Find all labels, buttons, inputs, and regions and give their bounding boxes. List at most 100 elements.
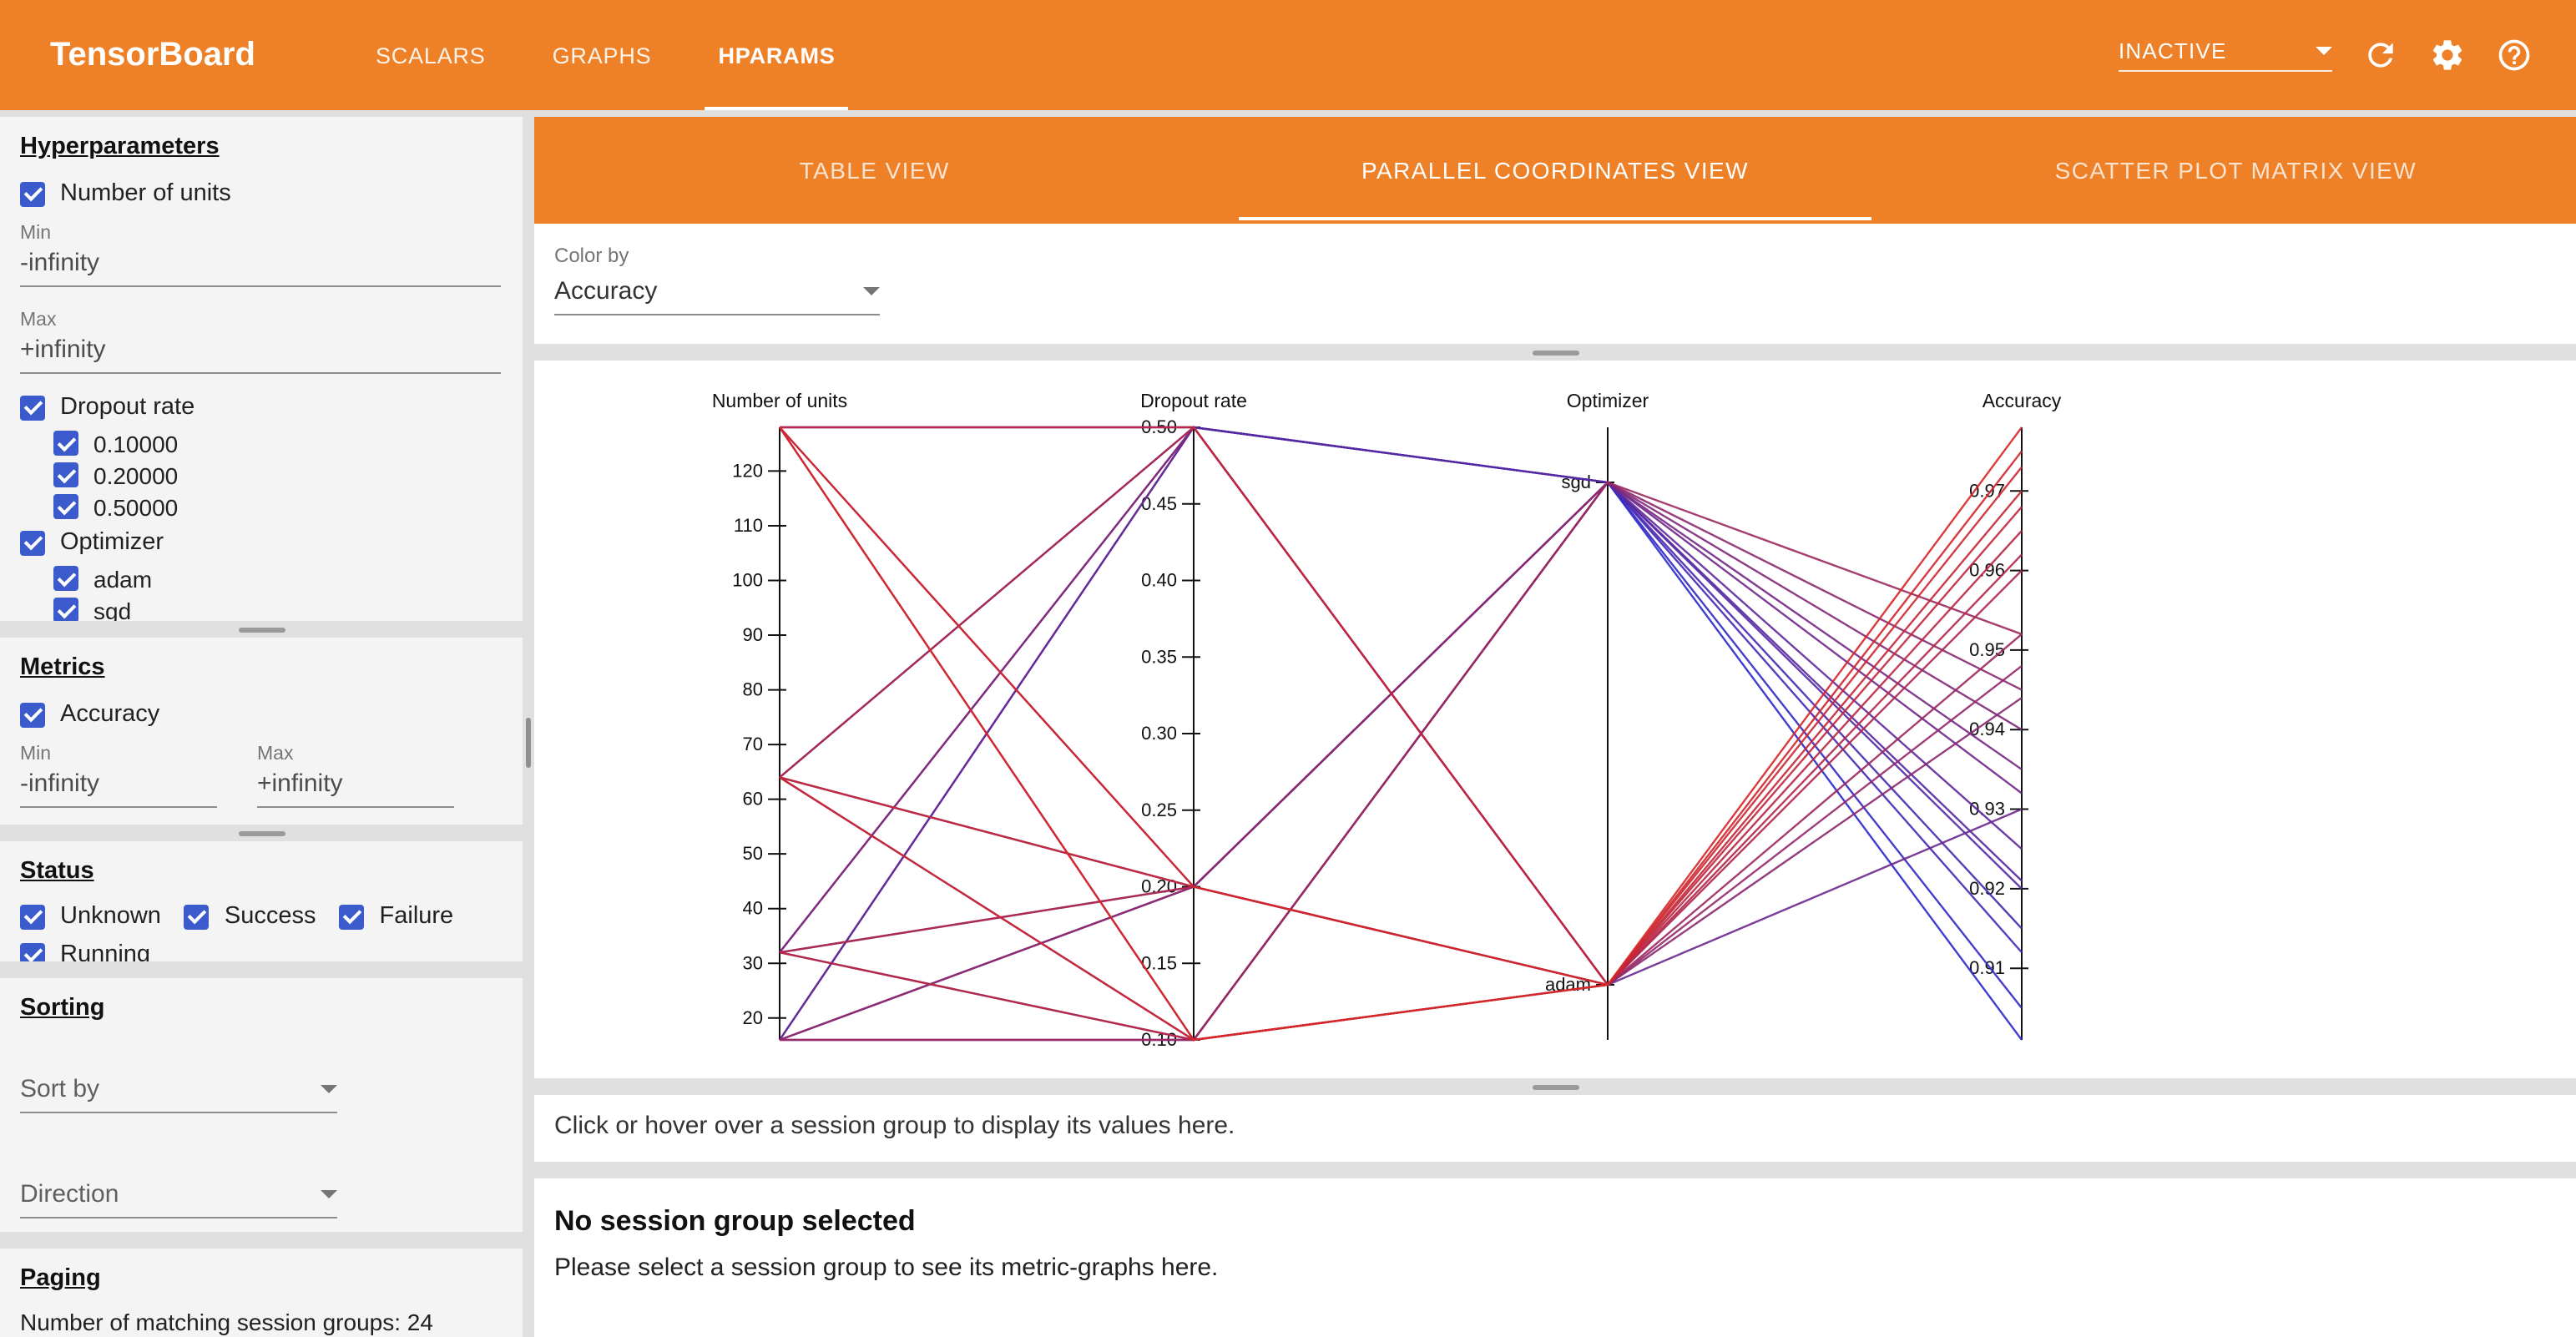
session-line[interactable] [779,466,2023,1042]
optimizer-option-row: adam [53,563,503,594]
accuracy-checkbox[interactable] [20,702,45,727]
units-max-label: Max [20,310,57,330]
settings-button[interactable] [2429,37,2466,73]
units-min-input[interactable]: -infinity [20,244,501,287]
tab-scalars[interactable]: SCALARS [375,43,486,68]
panel-divider [534,1162,2576,1178]
status-dropdown[interactable]: INACTIVE [2119,38,2332,72]
metric-max-input[interactable]: +infinity [257,764,454,808]
status-success-label: Success [224,903,316,930]
optimizer-adam-label: adam [93,565,153,592]
no-session-subtitle: Please select a session group to see its… [554,1254,1219,1282]
chevron-down-icon [321,1085,337,1093]
sidebar-divider [0,961,523,978]
status-failure-checkbox[interactable] [339,904,365,929]
dropout-option-row: 0.10000 [53,427,503,459]
units-max-input[interactable]: +infinity [20,330,501,374]
session-line[interactable] [779,530,2023,1042]
status-options: Unknown Success Failure Running [20,898,503,961]
sort-by-select[interactable]: Sort by [20,1075,337,1113]
drag-handle[interactable] [1532,1084,1578,1089]
optimizer-label: Optimizer [60,529,164,556]
refresh-button[interactable] [2362,37,2399,73]
direction-select[interactable]: Direction [20,1180,337,1218]
svg-text:120: 120 [732,460,763,481]
tab-hparams[interactable]: HPARAMS [705,0,849,110]
status-unknown-checkbox[interactable] [20,904,45,929]
session-values-panel: Click or hover over a session group to d… [534,1095,2576,1162]
refresh-icon [2368,43,2393,68]
app-header: TensorBoard SCALARS GRAPHS HPARAMS INACT… [0,0,2576,110]
vertical-drag-handle[interactable] [526,718,531,768]
metric-min-field: Min -infinity [20,734,217,808]
svg-text:100: 100 [732,570,763,591]
optimizer-adam-checkbox[interactable] [53,566,78,591]
svg-text:Optimizer: Optimizer [1567,390,1649,411]
svg-text:0.91: 0.91 [1969,957,2005,978]
optimizer-sgd-checkbox[interactable] [53,598,78,621]
svg-text:0.93: 0.93 [1969,799,2005,820]
sort-by-value: Sort by [20,1075,100,1103]
tab-graphs[interactable]: GRAPHS [552,43,652,68]
color-by-select[interactable]: Accuracy [554,277,880,315]
svg-text:Dropout rate: Dropout rate [1140,390,1247,411]
optimizer-option-row: sgd [53,594,503,621]
svg-text:sgd: sgd [1562,472,1591,492]
hparams-main: TABLE VIEW PARALLEL COORDINATES VIEW SCA… [534,117,2576,1337]
direction-value: Direction [20,1180,119,1208]
drag-handle[interactable] [238,830,285,835]
metric-max-label: Max [257,744,294,764]
hyperparameters-section: Hyperparameters Number of units Min -inf… [0,117,523,621]
svg-text:Accuracy: Accuracy [1983,390,2062,411]
session-line[interactable] [780,633,2023,1042]
status-unknown-label: Unknown [60,903,161,930]
drag-handle[interactable] [1532,350,1578,355]
dropout-rate-checkbox[interactable] [20,395,45,420]
svg-text:0.25: 0.25 [1141,800,1177,820]
svg-text:50: 50 [743,843,763,864]
optimizer-checkbox[interactable] [20,530,45,555]
dropout-rate-label: Dropout rate [60,394,195,421]
status-success-checkbox[interactable] [184,904,210,929]
status-running-label: Running [60,941,151,961]
chevron-down-icon [863,287,880,295]
dropout-020-checkbox[interactable] [53,462,78,487]
drag-handle[interactable] [238,627,285,632]
dropout-option-row: 0.50000 [53,491,503,522]
metric-min-input[interactable]: -infinity [20,764,217,808]
no-session-title: No session group selected [554,1205,916,1237]
tab-scatter-plot-matrix-view[interactable]: SCATTER PLOT MATRIX VIEW [2054,157,2417,184]
metric-min-label: Min [20,744,52,764]
tab-parallel-coordinates-view[interactable]: PARALLEL COORDINATES VIEW [1215,117,1895,224]
svg-text:70: 70 [743,734,763,754]
tab-table-view[interactable]: TABLE VIEW [799,157,950,184]
chevron-down-icon [321,1190,337,1198]
session-line[interactable] [779,426,2023,1042]
panel-divider [534,344,2576,361]
matching-groups-count: Number of matching session groups: 24 [20,1309,433,1335]
parallel-coordinates-chart[interactable]: Number of units 20 30 40 50 60 70 80 90 100 110 120… [534,361,2576,1078]
session-line[interactable] [779,426,2023,986]
dropout-010-checkbox[interactable] [53,431,78,456]
session-line[interactable] [779,426,2023,889]
metrics-section: Metrics Accuracy Min -infinity Max +infi… [0,638,523,825]
help-button[interactable] [2496,37,2533,73]
help-icon [2498,39,2530,71]
status-running-checkbox[interactable] [20,942,45,961]
status-section: Status Unknown Success Failure [0,841,523,961]
session-line[interactable] [780,426,2023,986]
status-dropdown-value: INACTIVE [2119,38,2227,63]
gear-icon [2432,40,2462,70]
appbar-actions: INACTIVE [2119,37,2533,73]
svg-text:30: 30 [743,952,763,973]
status-failure-label: Failure [379,903,454,930]
dropout-050-checkbox[interactable] [53,494,78,519]
svg-text:20: 20 [743,1007,763,1028]
number-of-units-checkbox[interactable] [20,181,45,206]
dropout-010-label: 0.10000 [93,430,179,457]
svg-text:0.30: 0.30 [1141,723,1177,744]
hparam-row-number-of-units: Number of units [20,174,503,214]
hparams-sidebar: Hyperparameters Number of units Min -inf… [0,117,523,1337]
svg-text:110: 110 [734,515,763,536]
svg-text:0.95: 0.95 [1969,639,2005,660]
